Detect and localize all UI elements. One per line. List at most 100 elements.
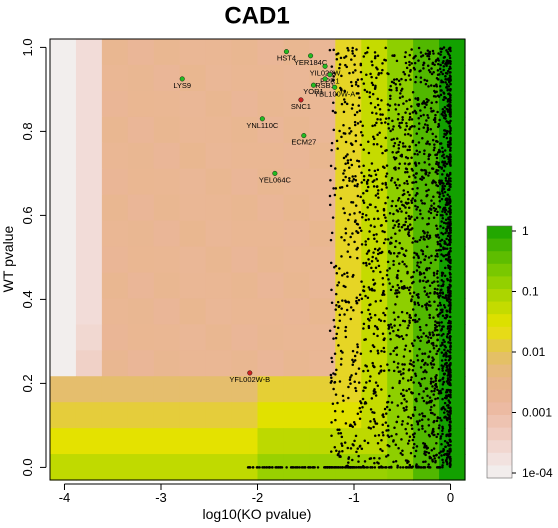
data-point xyxy=(392,329,395,333)
data-point xyxy=(436,240,439,244)
data-point xyxy=(379,448,382,451)
data-point xyxy=(424,334,428,338)
data-point xyxy=(419,271,422,275)
data-point xyxy=(337,344,340,347)
data-point xyxy=(448,199,452,203)
data-point xyxy=(415,420,419,423)
data-point xyxy=(415,269,419,272)
data-point xyxy=(426,394,429,398)
data-point xyxy=(439,259,443,263)
data-point xyxy=(440,327,444,331)
data-point xyxy=(369,303,372,306)
heatmap-cell xyxy=(257,220,285,248)
data-point xyxy=(352,360,355,364)
data-point xyxy=(423,414,427,418)
heatmap-cell xyxy=(153,350,181,377)
data-point xyxy=(362,178,366,182)
data-point xyxy=(403,409,406,412)
data-point xyxy=(423,286,426,289)
data-point xyxy=(433,457,436,460)
legend-swatch xyxy=(487,465,512,479)
scatter-points xyxy=(246,46,452,469)
data-point xyxy=(435,156,439,160)
data-point xyxy=(421,136,424,140)
data-point xyxy=(443,416,446,419)
data-point xyxy=(449,292,452,296)
heatmap-cell xyxy=(75,324,103,351)
data-point xyxy=(439,391,443,395)
data-point xyxy=(445,83,449,86)
data-point xyxy=(404,206,407,209)
data-point xyxy=(419,76,423,79)
data-point xyxy=(330,148,333,152)
heatmap-cell xyxy=(101,168,129,196)
heatmap-cell xyxy=(257,142,285,170)
data-point xyxy=(369,102,373,105)
data-point xyxy=(373,466,377,469)
data-point xyxy=(359,143,363,147)
data-point xyxy=(438,291,442,295)
data-point xyxy=(449,164,452,167)
data-point xyxy=(370,397,374,400)
data-point xyxy=(354,175,357,178)
data-point xyxy=(432,454,436,458)
data-point xyxy=(373,237,376,240)
data-point xyxy=(387,327,390,330)
data-point xyxy=(441,432,444,436)
data-point xyxy=(354,204,358,207)
data-point xyxy=(350,84,354,88)
heatmap-cell xyxy=(205,454,233,481)
data-point xyxy=(402,145,405,148)
data-point xyxy=(379,299,382,302)
data-point xyxy=(389,288,393,292)
data-point xyxy=(442,169,446,173)
heatmap-cell xyxy=(75,246,103,274)
data-point xyxy=(355,296,359,299)
legend-swatch xyxy=(487,377,512,391)
data-point xyxy=(448,428,452,432)
data-point xyxy=(438,84,442,88)
data-point xyxy=(356,122,360,125)
data-point xyxy=(330,288,333,292)
data-point xyxy=(447,255,451,258)
heatmap-cell xyxy=(179,220,207,248)
gene-label: PPR1 xyxy=(320,77,340,86)
data-point xyxy=(359,410,363,414)
data-point xyxy=(372,135,375,138)
data-point xyxy=(449,103,452,107)
data-point xyxy=(421,424,424,428)
heatmap-cell xyxy=(309,350,336,377)
data-point xyxy=(355,92,359,95)
data-point xyxy=(384,181,387,185)
data-point xyxy=(432,393,435,396)
data-point xyxy=(388,267,391,270)
data-point xyxy=(449,177,452,180)
data-point xyxy=(376,252,380,256)
chart-title: CAD1 xyxy=(224,2,289,29)
data-point xyxy=(413,152,417,156)
heatmap-cell xyxy=(309,90,336,118)
data-point xyxy=(432,70,435,74)
data-point xyxy=(366,46,370,50)
data-point xyxy=(404,155,408,159)
legend-swatch xyxy=(487,352,512,366)
data-point xyxy=(428,236,432,239)
data-point xyxy=(424,361,427,365)
data-point xyxy=(446,193,449,196)
legend-swatch xyxy=(487,427,512,441)
heatmap-cell xyxy=(153,90,181,118)
data-point xyxy=(402,102,405,105)
data-point xyxy=(427,451,431,455)
heatmap-cell xyxy=(75,428,103,455)
data-point xyxy=(440,197,444,201)
data-point xyxy=(449,82,452,86)
data-point xyxy=(350,143,354,146)
data-point xyxy=(372,345,376,349)
data-point xyxy=(447,399,450,402)
data-point xyxy=(448,350,451,354)
data-point xyxy=(405,124,409,128)
data-point xyxy=(447,144,451,147)
data-point xyxy=(413,61,417,65)
data-point xyxy=(420,359,424,363)
heatmap-cell xyxy=(75,39,103,66)
